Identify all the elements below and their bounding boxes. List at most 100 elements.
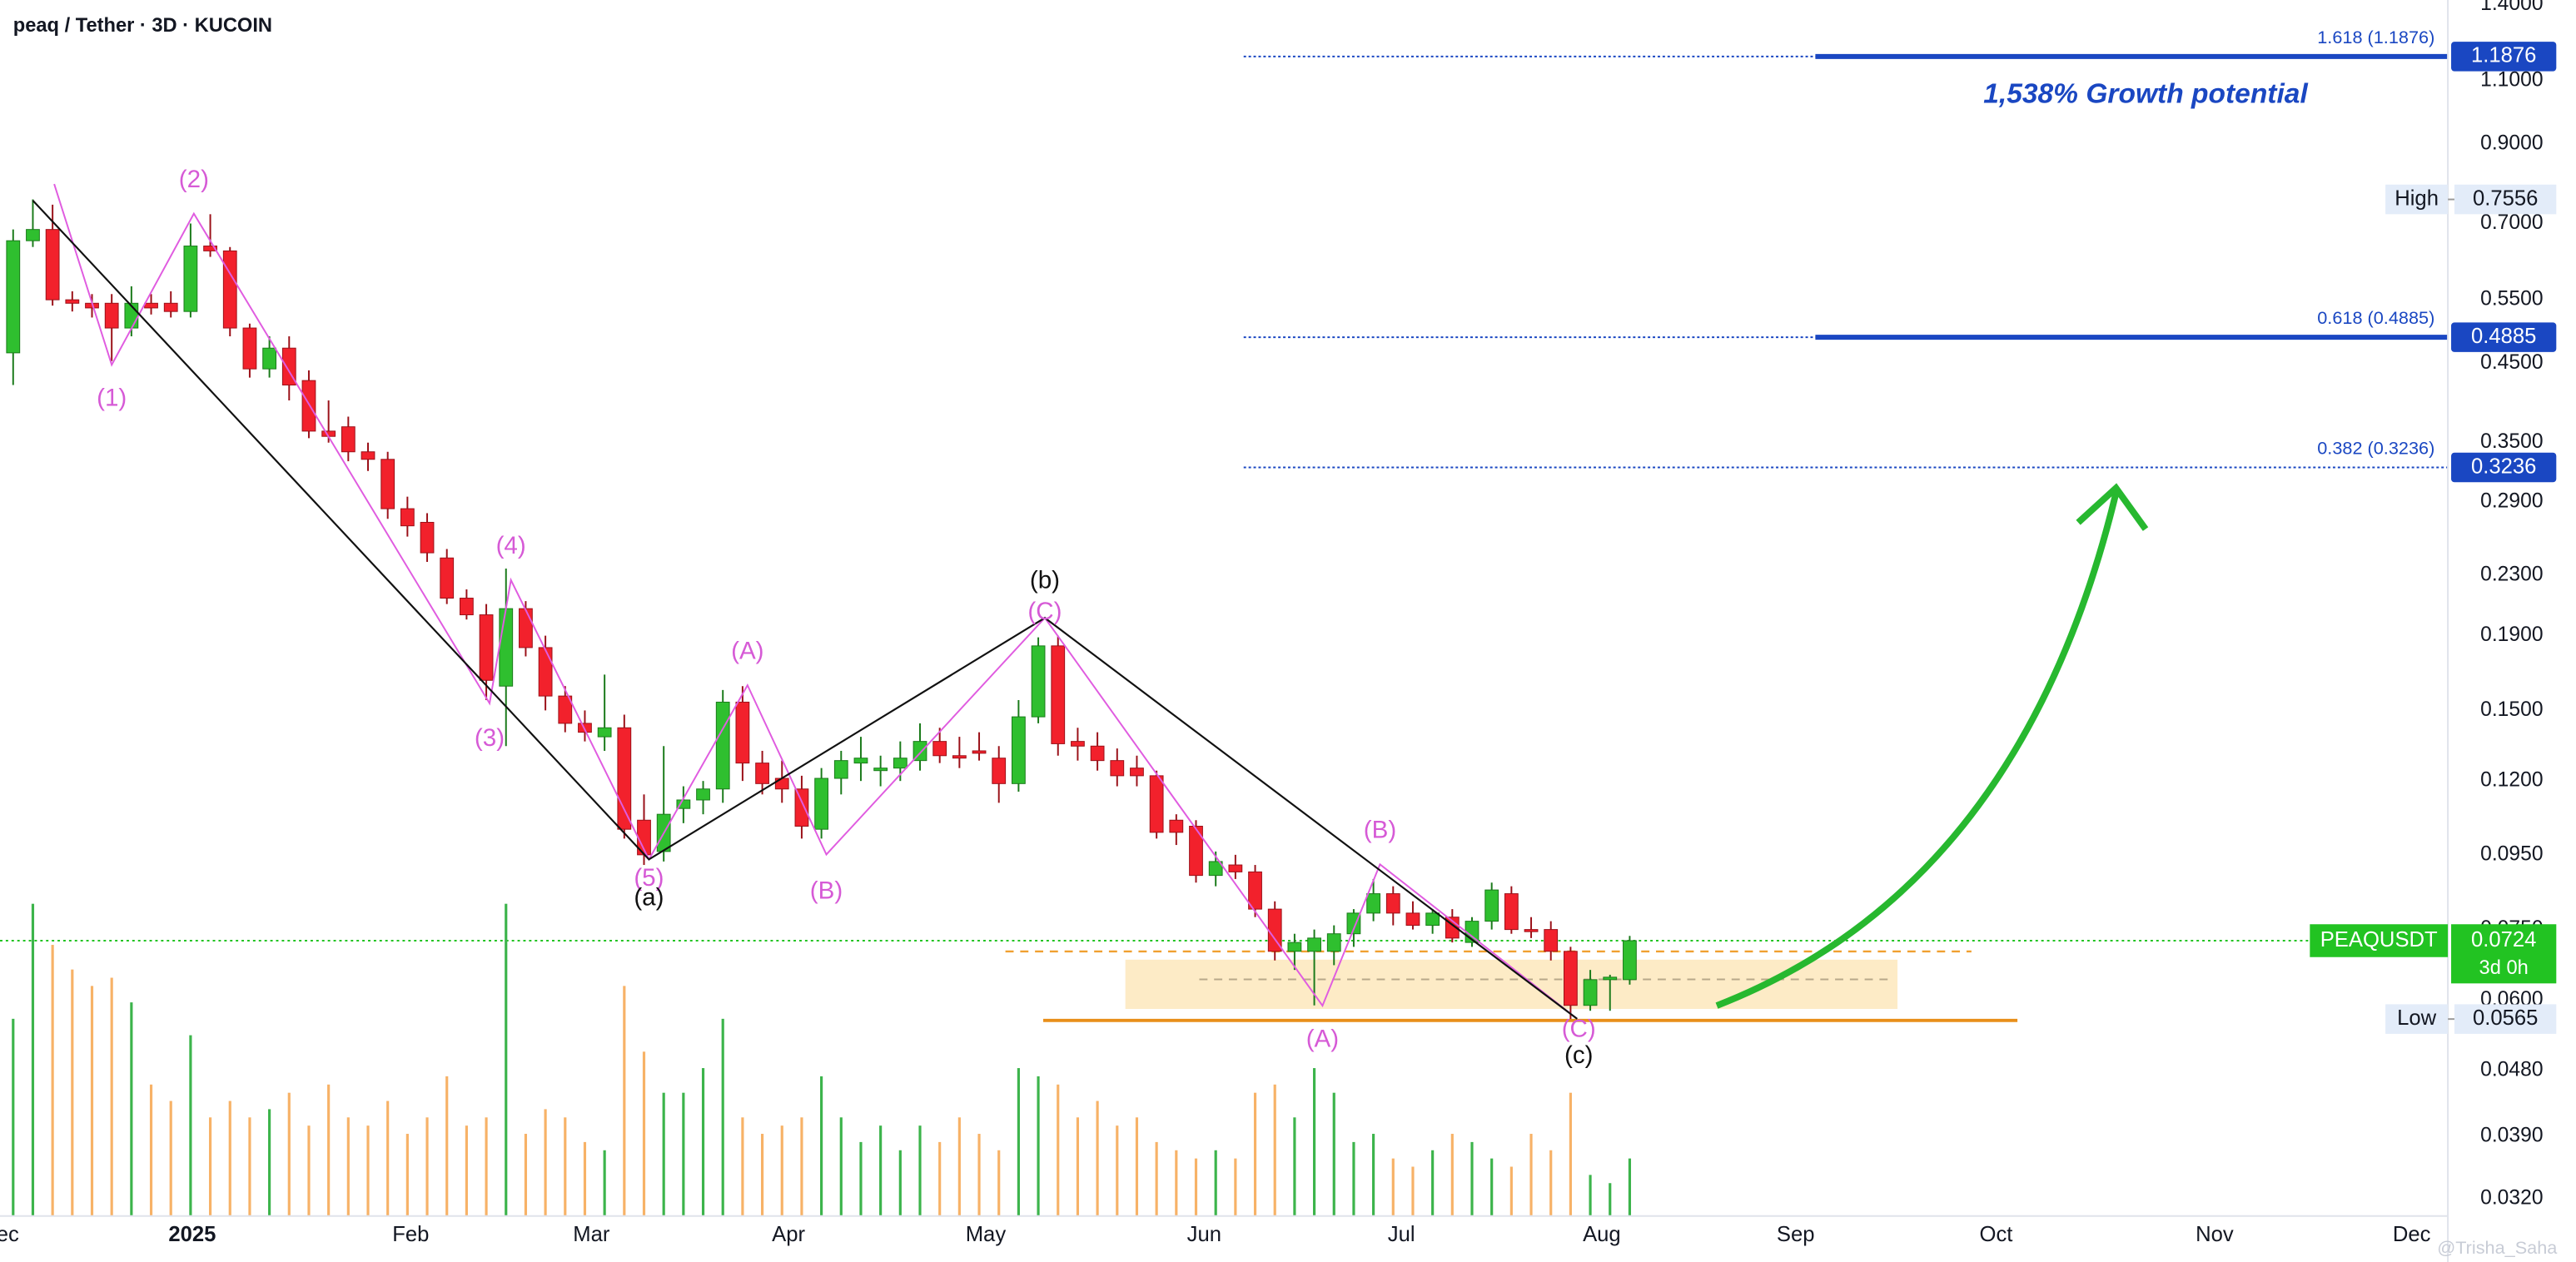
- volume-bar: [465, 1125, 468, 1216]
- y-tick-label: 0.0390: [2480, 1124, 2543, 1146]
- marker-value: 0.0565: [2473, 1006, 2538, 1030]
- candle-body: [301, 380, 316, 432]
- y-tick-label: 1.4000: [2480, 0, 2543, 15]
- price-tag: [2451, 322, 2557, 352]
- volume-bar: [1391, 1158, 1395, 1216]
- fib-level-label: 0.382 (0.3236): [2317, 438, 2434, 459]
- candle-body: [578, 723, 592, 733]
- marker-name-box: [2385, 184, 2449, 215]
- wave-line-black: [32, 200, 1578, 1020]
- volume-bar: [445, 1076, 449, 1216]
- candle-body: [1544, 929, 1559, 952]
- candle-body: [1090, 745, 1105, 762]
- y-tick-label: 0.0320: [2480, 1187, 2543, 1210]
- volume-bar: [268, 1109, 271, 1216]
- candle-body: [163, 302, 178, 312]
- candle-body: [972, 750, 987, 754]
- volume-bar: [386, 1101, 390, 1216]
- candle-body: [932, 741, 947, 757]
- x-tick-label: Jul: [1388, 1223, 1415, 1246]
- volume-bar: [71, 969, 74, 1216]
- candle-body: [203, 246, 217, 251]
- wave-label: (A): [1306, 1025, 1339, 1052]
- candle-body: [479, 614, 494, 681]
- volume-bar: [800, 1117, 803, 1216]
- symbol-tag: [2310, 924, 2449, 957]
- candle-body: [1110, 760, 1125, 777]
- candle-body: [873, 768, 888, 772]
- candle-body: [6, 240, 21, 354]
- candle-body: [242, 327, 257, 370]
- candle-body: [341, 426, 356, 453]
- volume-bar: [1529, 1134, 1533, 1216]
- candle-body: [1583, 979, 1598, 1006]
- volume-bar: [839, 1117, 843, 1216]
- fib-level-label: 1.618 (1.1876): [2317, 27, 2434, 47]
- volume-bar: [938, 1141, 942, 1216]
- volume-bar: [1509, 1166, 1513, 1216]
- candle-body: [1228, 864, 1243, 872]
- candle-body: [794, 788, 809, 827]
- volume-bar: [287, 1092, 291, 1216]
- candle-body: [1130, 768, 1144, 777]
- volume-bar: [1234, 1158, 1237, 1216]
- candle-body: [1012, 716, 1026, 784]
- volume-bar: [327, 1084, 331, 1216]
- volume-bar: [623, 986, 626, 1216]
- y-tick-label: 0.2900: [2480, 490, 2543, 513]
- countdown: 3d 0h: [2479, 957, 2529, 979]
- volume-bar: [12, 1018, 15, 1216]
- candle-body: [519, 608, 533, 648]
- volume-bar: [208, 1117, 212, 1216]
- price-tag-value: 1.1876: [2471, 44, 2536, 67]
- candle-body: [262, 347, 276, 370]
- candle-body: [380, 459, 395, 509]
- candle-body: [992, 758, 1007, 784]
- volume-bar: [524, 1134, 528, 1216]
- wave-label: (a): [634, 884, 664, 912]
- x-tick-label: 2025: [168, 1223, 216, 1246]
- x-tick-label: Apr: [772, 1223, 805, 1246]
- volume-bar: [1312, 1068, 1316, 1216]
- volume-bar: [505, 903, 508, 1216]
- volume-bar: [307, 1125, 311, 1216]
- candle-body: [1425, 912, 1440, 927]
- candle-body: [1287, 942, 1302, 952]
- candle-body: [1346, 912, 1361, 935]
- volume-bar: [248, 1117, 251, 1216]
- candle-body: [1051, 645, 1066, 744]
- volume-bar: [583, 1141, 587, 1216]
- volume-bar: [879, 1125, 883, 1216]
- candle-body: [1149, 775, 1164, 833]
- volume-bar: [1057, 1084, 1060, 1216]
- y-tick-label: 0.0480: [2480, 1059, 2543, 1081]
- price-tag: [2451, 452, 2557, 483]
- volume-bar: [1372, 1134, 1375, 1216]
- volume-bar: [485, 1117, 488, 1216]
- volume-bar: [1490, 1158, 1494, 1216]
- wave-label: (1): [97, 384, 127, 411]
- wave-label: (c): [1564, 1041, 1594, 1069]
- volume-bar: [977, 1134, 981, 1216]
- candle-body: [361, 451, 375, 460]
- wave-label: (C): [1562, 1015, 1596, 1042]
- volume-bar: [189, 1035, 192, 1216]
- volume-bar: [662, 1092, 665, 1216]
- candle-body: [144, 302, 158, 309]
- y-tick-label: 0.4500: [2480, 351, 2543, 374]
- volume-bar: [1589, 1175, 1592, 1216]
- volume-bar: [721, 1018, 724, 1216]
- volume-bar: [1135, 1117, 1139, 1216]
- y-tick-label: 1.1000: [2480, 68, 2543, 91]
- volume-bar: [1569, 1092, 1572, 1216]
- candle-body: [814, 778, 828, 830]
- y-tick-label: 0.1500: [2480, 698, 2543, 721]
- wave-label: (3): [475, 724, 505, 752]
- wave-label: (B): [810, 877, 843, 905]
- volume-bar: [1017, 1068, 1020, 1216]
- wave-label: (B): [1364, 817, 1396, 844]
- volume-bar: [130, 1002, 133, 1216]
- candle-body: [715, 701, 730, 790]
- candle-body: [538, 647, 553, 697]
